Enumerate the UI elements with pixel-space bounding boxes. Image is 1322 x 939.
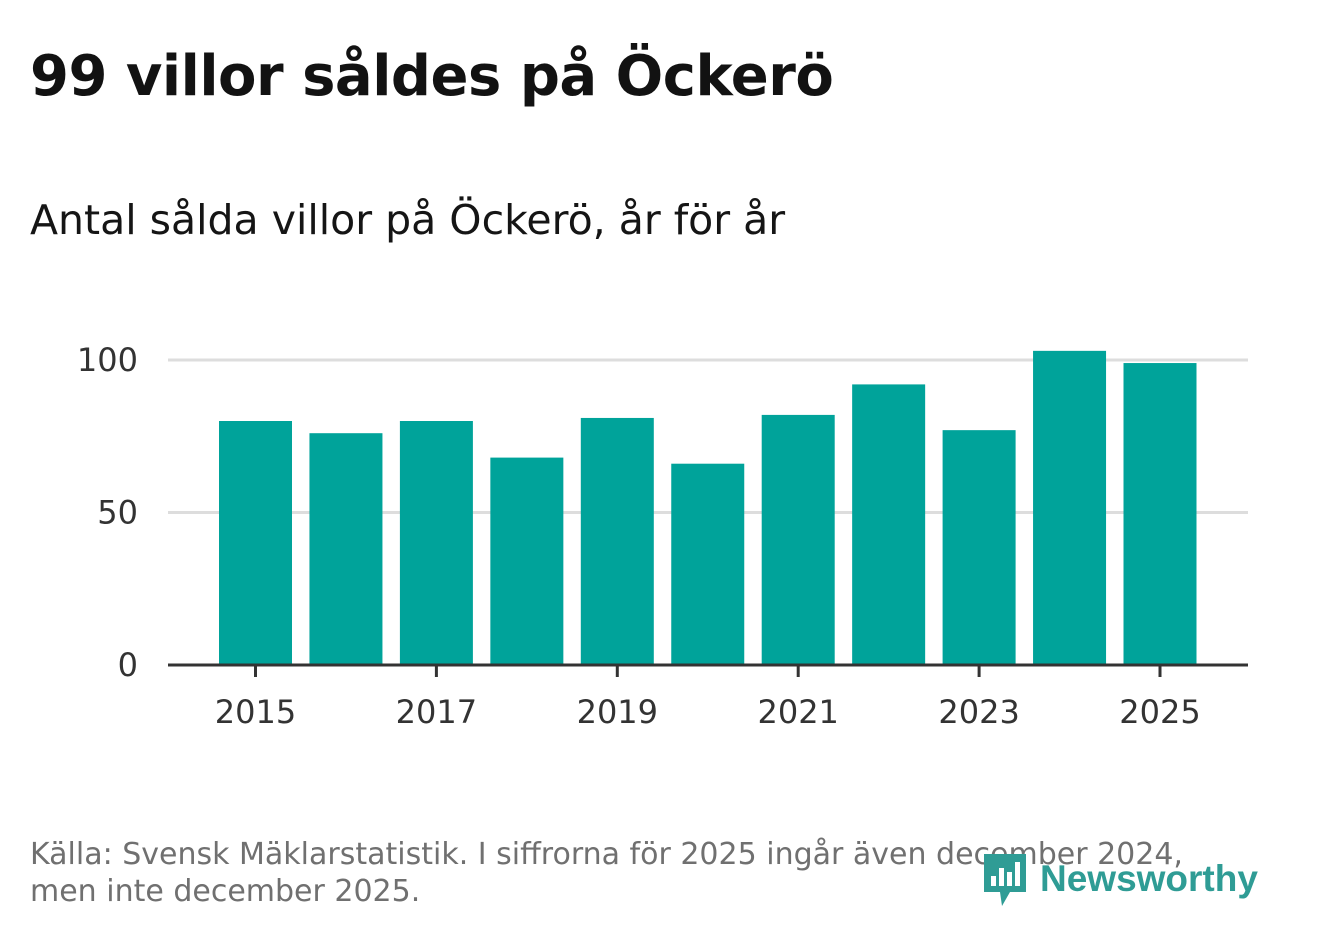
x-tick-label: 2019 [577,693,658,731]
x-tick-label: 2025 [1119,693,1200,731]
bar-2024 [1033,350,1107,665]
y-tick-label: 0 [118,646,138,684]
tick-labels: 0 50 100 2015 2017 2019 2021 2023 2025 [77,341,1201,731]
source-line: men inte december 2025. [30,874,421,909]
bar-2019 [580,417,654,665]
bar-2022 [852,384,926,665]
axes [168,663,1248,677]
bar-2020 [671,463,745,665]
y-tick-label: 100 [77,341,138,379]
bar-2016 [309,433,383,665]
x-tick-label: 2015 [215,693,296,731]
newsworthy-logo[interactable]: Newsworthy [980,848,1258,910]
x-tick-label: 2021 [757,693,838,731]
x-tick-label: 2017 [396,693,477,731]
logo-text: Newsworthy [1040,858,1258,899]
y-tick-label: 50 [97,494,138,532]
x-tick-label: 2023 [938,693,1019,731]
chart-title: 99 villor såldes på Öckerö [30,44,834,109]
chart-subtitle: Antal sålda villor på Öckerö, år för år [30,196,786,244]
bar-2015 [219,421,292,665]
bar-2021 [761,414,835,665]
bars [219,350,1197,665]
bar-2018 [490,457,564,665]
bar-2025 [1123,363,1197,665]
bar-2017 [399,421,473,665]
bar-2023 [942,430,1016,665]
newsworthy-logo-icon [984,854,1026,906]
